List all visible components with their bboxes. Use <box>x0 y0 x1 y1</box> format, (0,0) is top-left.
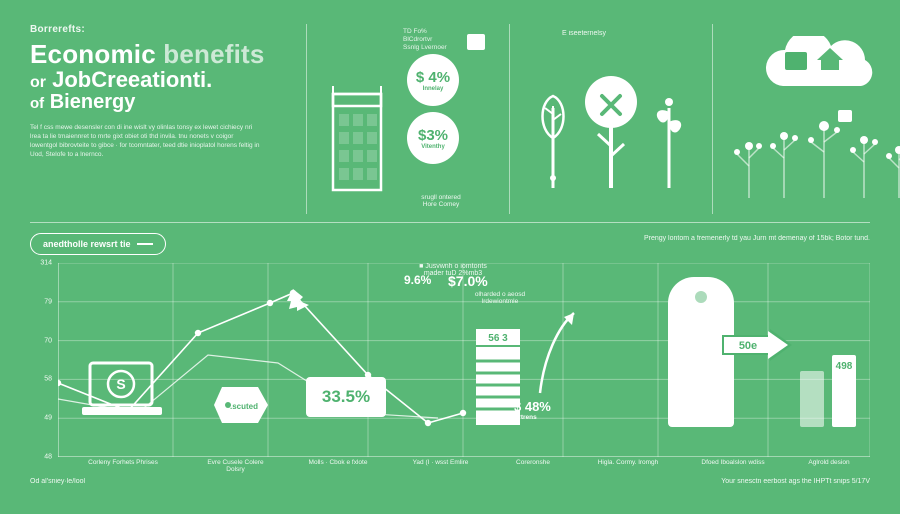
hl2-sup: ti. <box>193 67 213 92</box>
panel-trees: E iseeternelsy <box>526 24 696 214</box>
y-tick: 49 <box>30 415 52 422</box>
vertical-divider-3 <box>712 24 713 214</box>
panel1-badge-icon <box>467 34 485 50</box>
tree-round-icon <box>584 68 638 188</box>
price-tag-icon: .scuted <box>214 383 270 427</box>
panel-cloud <box>729 24 870 214</box>
stat-48-value: $ 48% <box>514 399 551 414</box>
panel1-caption: srugll ontered Hore Comey <box>401 194 481 208</box>
growth-arrow-icon <box>534 307 584 397</box>
x-label: Molls · Cbok e fxlote <box>283 459 393 473</box>
headline-line-3: of Bienergy <box>30 92 280 113</box>
mini-bar-front: 498 <box>832 355 856 427</box>
tree-row <box>526 68 696 188</box>
mini-bar-chart: 498 <box>800 355 856 427</box>
panel-building: TD Fo% BlCdrortvr Ssnlg Lvernoer $ 4% In… <box>323 24 493 214</box>
top-row: Borrerefts: Economic benefits or JobCree… <box>30 24 870 214</box>
x-label: Yad (I · wsst Emlire <box>393 459 488 473</box>
eyebrow: Borrerefts: <box>30 24 280 35</box>
tower-value: 56 3 <box>488 333 508 344</box>
horizontal-divider <box>30 222 870 223</box>
x-label: Coreronshe <box>488 459 578 473</box>
stat-2-label: Vitenthy <box>421 144 445 150</box>
title-block: Borrerefts: Economic benefits or JobCree… <box>30 24 290 214</box>
x-label: Dfoed Iboalslon wdiss <box>678 459 788 473</box>
tree-sprout-icon <box>647 88 691 188</box>
intro-paragraph: Tel f css mewe desensler con di ine wisl… <box>30 123 260 159</box>
svg-text:S: S <box>116 376 125 392</box>
tree-leaf-icon <box>531 78 575 188</box>
stat-bubble-2: $3% Vitenthy <box>407 112 459 164</box>
headline-word-1: Economic <box>30 39 156 69</box>
mini-bar-label: 498 <box>836 361 853 372</box>
bottom-chart-area: anedtholle rewsrt tie Prengy lontom a fr… <box>30 233 870 485</box>
mini-bar-back <box>800 371 824 427</box>
hl3-b: Bienergy <box>50 91 136 113</box>
legend-pill: anedtholle rewsrt tie <box>30 233 166 255</box>
stat-48: $ 48% Ertrens <box>514 399 551 421</box>
legend-label: anedtholle rewsrt tie <box>43 239 131 249</box>
vertical-divider-1 <box>306 24 307 214</box>
building-icon <box>327 84 397 194</box>
footer-right: Your snesctn eerbost ags the IHPTt snips… <box>721 478 870 485</box>
x-label: Aglrold desion <box>788 459 870 473</box>
hl3-a: of <box>30 95 44 112</box>
line-chart: 3147970584948 ■ Jusvwnh o iomtonts mader… <box>30 263 870 457</box>
arrow-label-icon: 50e <box>722 329 794 365</box>
headline: Economic benefits <box>30 41 280 68</box>
laptop-icon: S <box>80 359 164 421</box>
headline-word-2: benefits <box>163 39 264 69</box>
x-label: Higla. Cormy. lromgh <box>578 459 678 473</box>
panel1-top-note: TD Fo% BlCdrortvr Ssnlg Lvernoer <box>403 28 447 51</box>
y-tick: 48 <box>30 454 52 461</box>
big-bar-dot-icon <box>695 291 707 303</box>
stat-2-value: $3% <box>418 127 448 144</box>
x-label: Evre Cusele Colere Dolsry <box>188 459 283 473</box>
x-axis-labels: Corleny Forhets PhrisesEvre Cusele Coler… <box>58 459 870 473</box>
chart-mid-value-b: $7.0% <box>448 273 488 289</box>
stat-flag-33: 33.5% <box>306 377 386 417</box>
chart-top-note: Prengy lontom a fremenerly td yau Jurn m… <box>644 235 870 242</box>
panel2-caption: E iseeternelsy <box>562 30 606 37</box>
stat-48-sub: Ertrens <box>514 414 551 421</box>
headline-line-2: or JobCreeationti. <box>30 68 280 92</box>
infographic-page: Borrerefts: Economic benefits or JobCree… <box>0 0 900 514</box>
svg-text:.scuted: .scuted <box>230 402 258 411</box>
hl2-a: or <box>30 74 46 91</box>
plot-area: ■ Jusvwnh o iomtonts mader tuD 2%mb3 9.6… <box>58 263 870 457</box>
x-label: Corleny Forhets Phrises <box>58 459 188 473</box>
y-tick: 58 <box>30 376 52 383</box>
hl2-c: Creeation <box>91 67 192 92</box>
legend-line-icon <box>137 243 153 245</box>
stat-flag-33-value: 33.5% <box>322 387 370 407</box>
y-tick: 79 <box>30 298 52 305</box>
hl2-b: Job <box>52 67 91 92</box>
cloud-house-icon <box>815 46 845 72</box>
stat-1-label: Innelay <box>423 86 444 92</box>
stat-1-value: $ 4% <box>416 69 450 86</box>
svg-text:50e: 50e <box>739 340 757 352</box>
y-tick: 314 <box>30 260 52 267</box>
footer-left: Od al'sniey·le/lool <box>30 478 85 485</box>
chart-mid-sub: olharded o aeosd lrdewiontmle <box>450 291 550 305</box>
cloud-inset-icon <box>785 52 807 70</box>
y-axis: 3147970584948 <box>30 263 54 457</box>
stat-bubble-1: $ 4% Innelay <box>407 54 459 106</box>
network-icon <box>729 108 900 198</box>
vertical-divider-2 <box>509 24 510 214</box>
chart-mid-value-a: 9.6% <box>404 273 431 287</box>
y-tick: 70 <box>30 337 52 344</box>
